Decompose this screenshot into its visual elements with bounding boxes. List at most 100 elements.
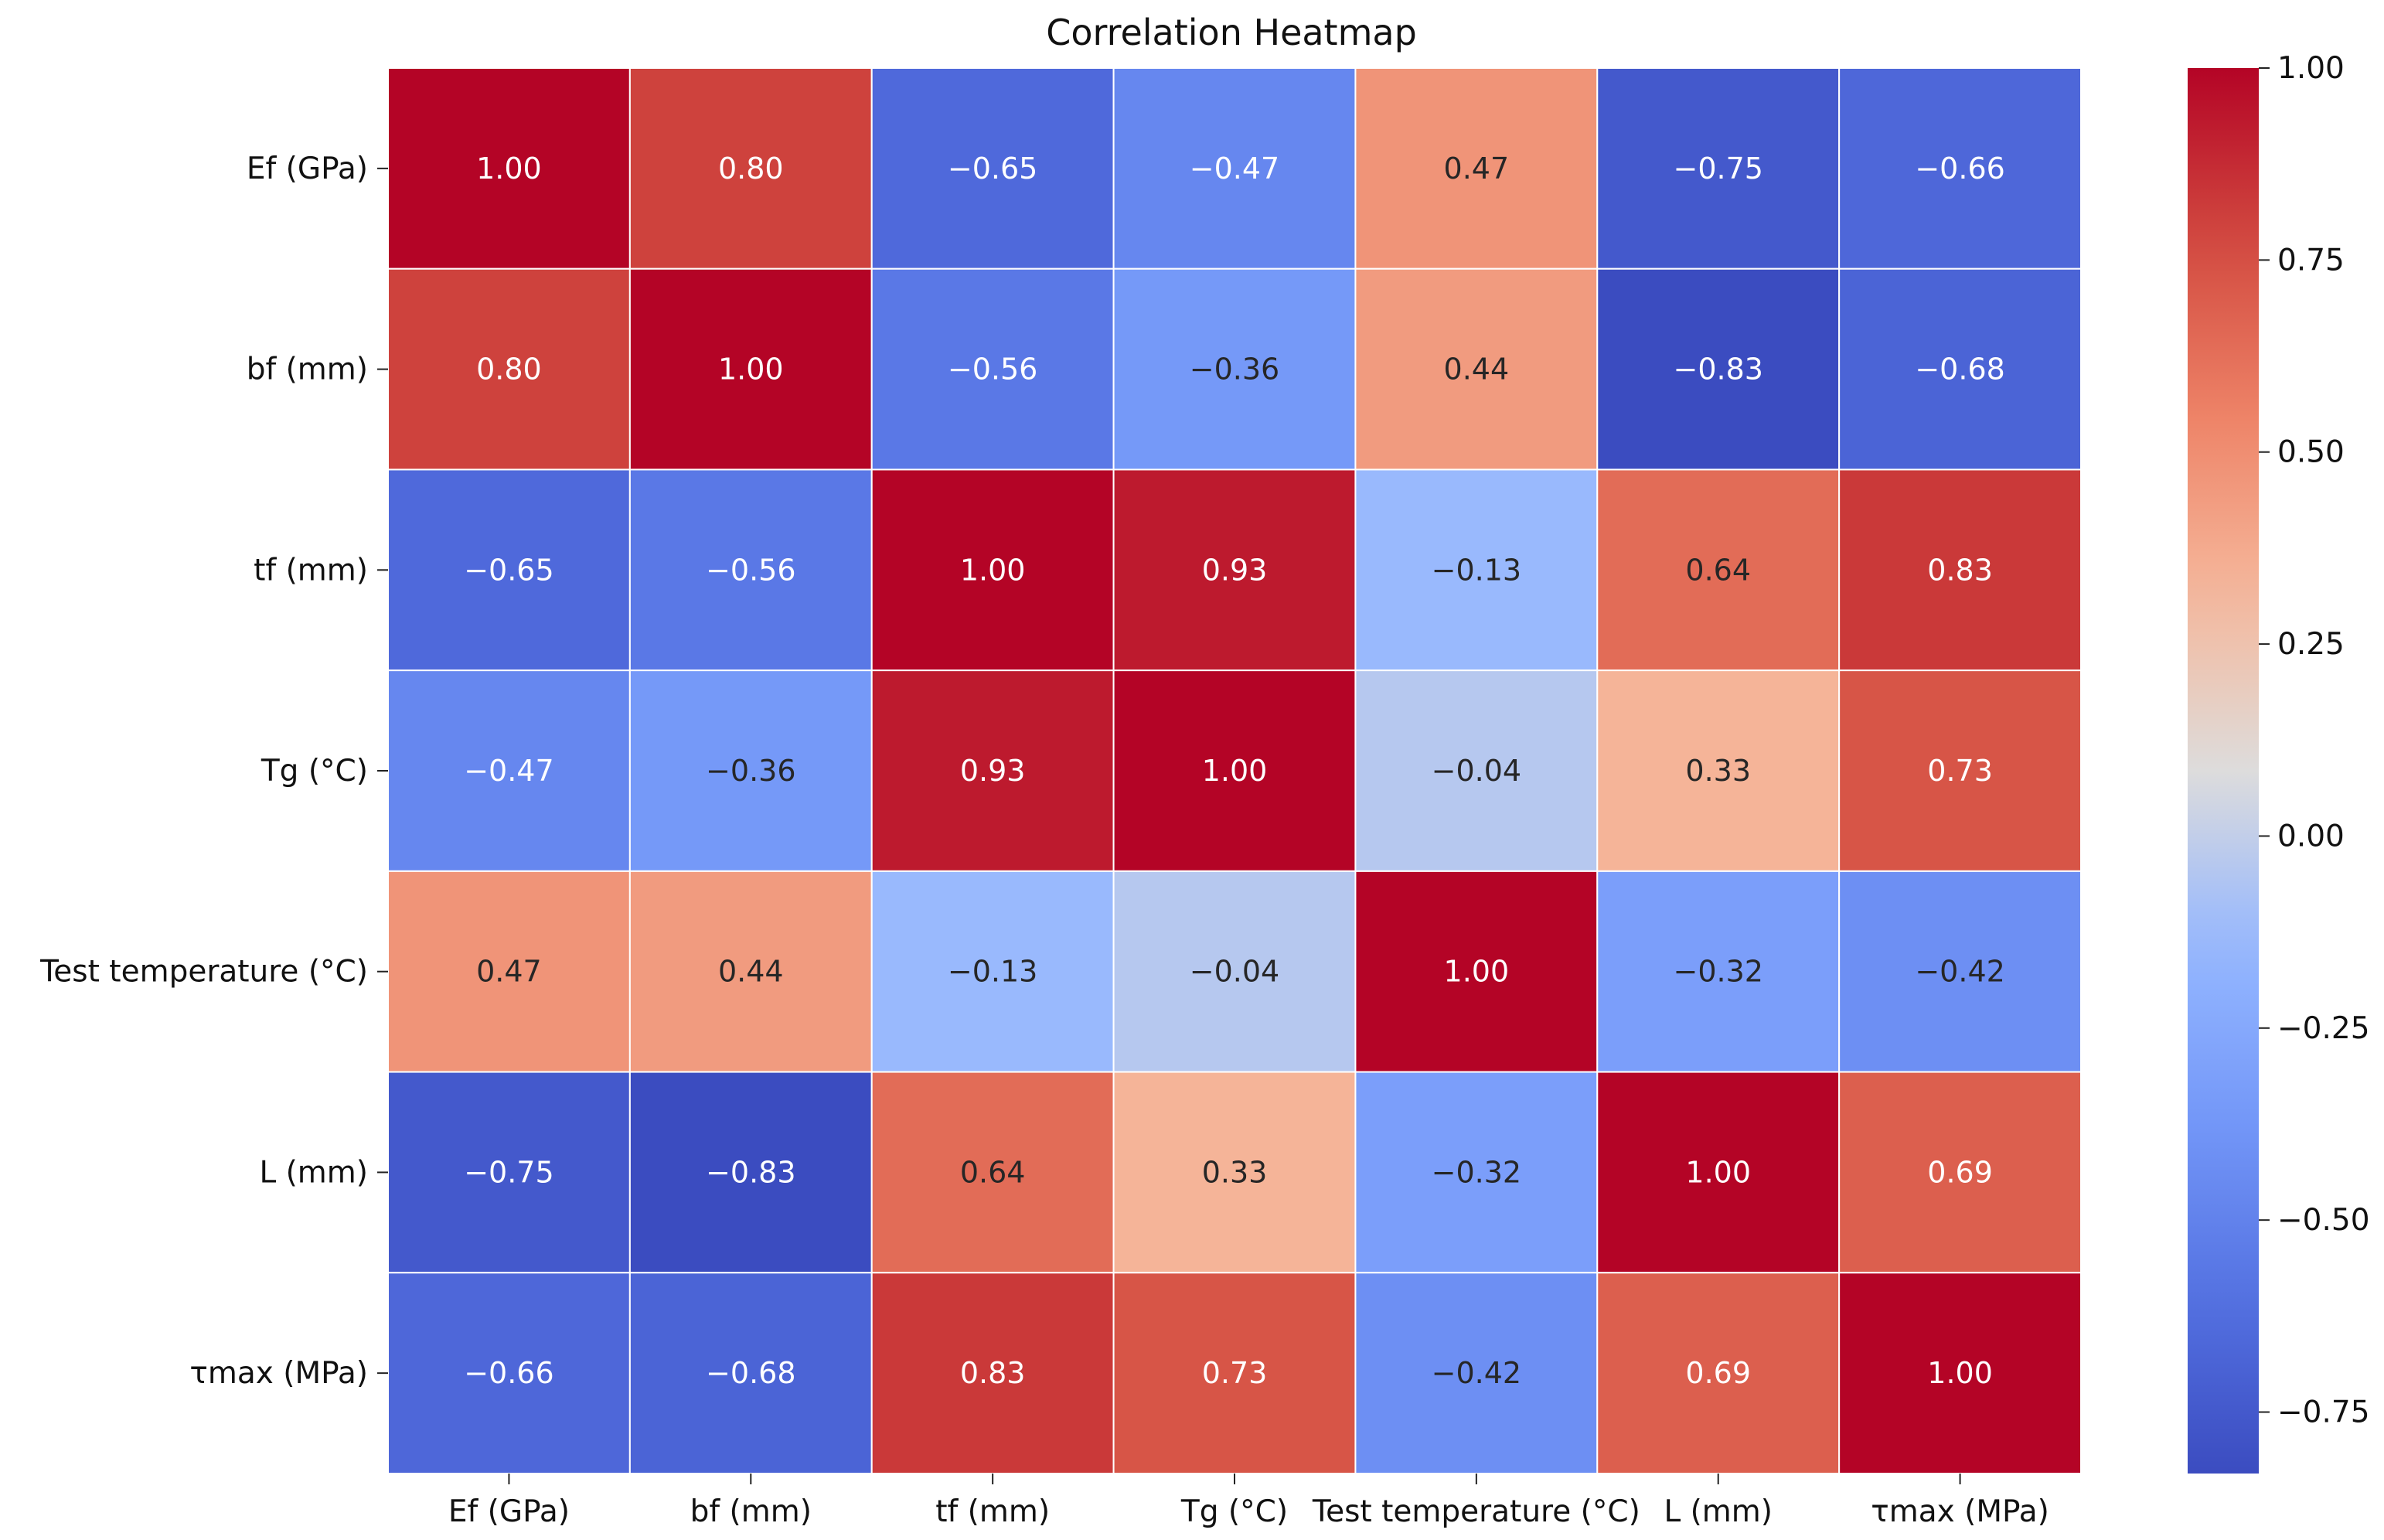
heatmap-cell: [870, 267, 1115, 471]
heatmap-cell: [1596, 669, 1841, 872]
cell-value-label: 1.00: [718, 353, 784, 387]
cell-value-label: −0.47: [1190, 152, 1279, 186]
cell-value-label: −0.56: [706, 553, 795, 587]
x-tick-label: bf (mm): [690, 1494, 812, 1529]
x-tick-label: τmax (MPa): [1871, 1494, 2049, 1529]
heatmap-cell: [387, 669, 631, 872]
heatmap-cell: [1838, 669, 2082, 872]
heatmap-cell: [1112, 67, 1357, 270]
colorbar-gradient: [2188, 68, 2259, 1474]
cell-value-label: 1.00: [1685, 1155, 1751, 1189]
heatmap-cell: [1596, 67, 1841, 270]
cell-value-label: −0.47: [464, 754, 553, 788]
cell-value-label: −0.83: [706, 1155, 795, 1189]
cell-value-label: 0.93: [960, 754, 1026, 788]
heatmap-cell: [870, 468, 1115, 672]
cell-value-label: 0.80: [476, 353, 542, 387]
heatmap-cell: [1112, 1071, 1357, 1274]
heatmap-cell: [870, 870, 1115, 1073]
cell-value-label: 1.00: [1927, 1356, 1993, 1390]
cell-value-label: 0.69: [1927, 1155, 1993, 1189]
cell-value-label: −0.36: [1190, 353, 1279, 387]
heatmap-cell: [1354, 1272, 1599, 1475]
heatmap-cell: [628, 67, 873, 270]
cell-value-label: 0.47: [1444, 152, 1510, 186]
cell-value-label: 0.83: [1927, 553, 1993, 587]
heatmap-cell: [387, 267, 631, 471]
heatmap-cell: [1838, 267, 2082, 471]
heatmap-cell: [628, 468, 873, 672]
heatmap-cell: [628, 1071, 873, 1274]
y-tick-label: L (mm): [259, 1155, 368, 1190]
cell-value-label: −0.66: [464, 1356, 553, 1390]
cell-value-label: 0.69: [1685, 1356, 1751, 1390]
x-tick-label: tf (mm): [935, 1494, 1050, 1529]
heatmap-cell: [387, 870, 631, 1073]
heatmap-cell: [1354, 267, 1599, 471]
heatmap-cell: [1354, 1071, 1599, 1274]
heatmap-cell: [1838, 1071, 2082, 1274]
cell-value-label: 0.93: [1202, 553, 1268, 587]
heatmap-cell: [1112, 1272, 1357, 1475]
cell-value-label: 0.73: [1202, 1356, 1268, 1390]
y-tick-label: Test temperature (°C): [39, 955, 368, 990]
colorbar-tick-label: 0.00: [2277, 819, 2345, 853]
cell-value-label: 0.33: [1202, 1155, 1268, 1189]
heatmap-cell: [387, 1272, 631, 1475]
cell-value-label: −0.68: [1915, 353, 2004, 387]
heatmap-cell: [1596, 267, 1841, 471]
cell-value-label: 0.83: [960, 1356, 1026, 1390]
heatmap-cell: [387, 468, 631, 672]
cell-value-label: −0.36: [706, 754, 795, 788]
cell-value-label: −0.65: [948, 152, 1037, 186]
cell-value-label: 0.64: [960, 1155, 1026, 1189]
cell-value-label: 0.64: [1685, 553, 1751, 587]
cell-value-label: 1.00: [1202, 754, 1268, 788]
x-tick-label: L (mm): [1664, 1494, 1773, 1529]
cell-value-label: −0.66: [1915, 152, 2004, 186]
heatmap-cell: [628, 1272, 873, 1475]
heatmap-cell: [1838, 468, 2082, 672]
y-axis-ticks: Ef (GPa) bf (mm) tf (mm) Tg (°C) Test temper…: [39, 152, 388, 1391]
cell-value-label: −0.65: [464, 553, 553, 587]
x-tick-label: Test temperature (°C): [1312, 1494, 1640, 1529]
heatmap-cell: [1596, 468, 1841, 672]
x-axis-ticks: Ef (GPa) bf (mm) tf (mm) Tg (°C) Test temper…: [448, 1474, 2049, 1529]
cell-value-label: 0.47: [476, 955, 542, 989]
cell-value-label: −0.75: [1673, 152, 1762, 186]
colorbar-tick-label: −0.25: [2277, 1011, 2370, 1046]
colorbar-tick-label: 0.75: [2277, 243, 2345, 278]
heatmap-cell: [628, 669, 873, 872]
cell-value-label: 1.00: [1444, 955, 1510, 989]
cell-value-label: 0.44: [718, 955, 784, 989]
cell-value-label: −0.13: [948, 955, 1037, 989]
heatmap-cell: [870, 67, 1115, 270]
cell-value-label: −0.32: [1673, 955, 1762, 989]
heatmap-cell: [387, 67, 631, 270]
cell-value-label: −0.75: [464, 1155, 553, 1189]
y-tick-label: bf (mm): [247, 353, 368, 387]
cell-value-label: −0.13: [1432, 553, 1521, 587]
cell-value-label: −0.68: [706, 1356, 795, 1390]
cell-value-label: 0.80: [718, 152, 784, 186]
colorbar-tick-label: 0.50: [2277, 435, 2345, 470]
y-tick-label: Ef (GPa): [247, 152, 368, 186]
y-tick-label: τmax (MPa): [189, 1356, 368, 1391]
chart-title: Correlation Heatmap: [1046, 12, 1417, 53]
x-tick-label: Tg (°C): [1180, 1494, 1288, 1529]
cell-value-label: −0.04: [1190, 955, 1279, 989]
colorbar-tick-label: −0.75: [2277, 1395, 2370, 1430]
x-tick-label: Ef (GPa): [448, 1494, 570, 1529]
heatmap-cell: [1354, 468, 1599, 672]
cell-value-label: −0.04: [1432, 754, 1521, 788]
cell-value-label: −0.56: [948, 353, 1037, 387]
heatmap-cell: [1596, 1272, 1841, 1475]
heatmap-cells: 1.00 0.80 −0.65 −0.47 0.47 −0.75 −0.66 0.80 1.00…: [387, 67, 2082, 1475]
heatmap-cell: [1596, 870, 1841, 1073]
heatmap-cell: [870, 1272, 1115, 1475]
cell-value-label: 1.00: [960, 553, 1026, 587]
heatmap-cell: [1838, 870, 2082, 1073]
heatmap-cell: [870, 1071, 1115, 1274]
cell-value-label: 0.44: [1444, 353, 1510, 387]
